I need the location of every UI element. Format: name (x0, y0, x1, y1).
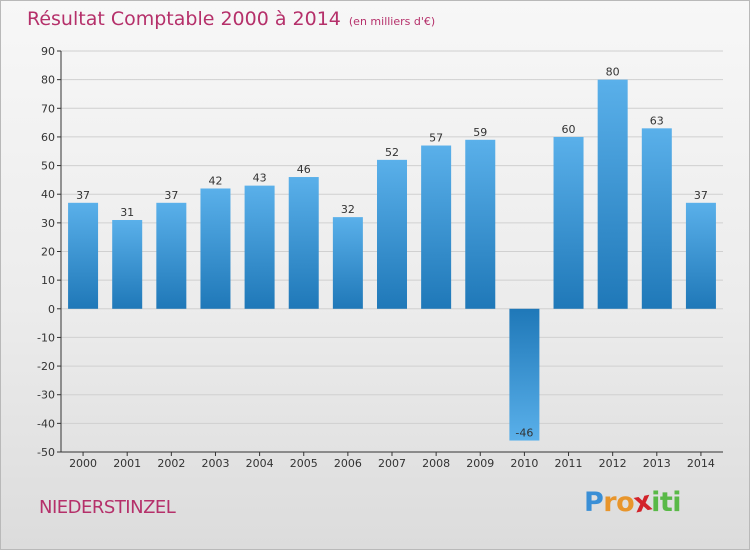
y-tick-label: -50 (37, 446, 55, 459)
bar-2011 (553, 136, 584, 309)
value-label-2010: -46 (515, 427, 533, 440)
bar-2012 (597, 79, 628, 309)
x-tick-label: 2011 (555, 457, 583, 470)
y-tick-label: -40 (37, 417, 55, 430)
y-tick-label: 0 (48, 303, 55, 316)
bar-2014 (685, 202, 716, 309)
bar-2002 (156, 202, 187, 309)
x-tick-label: 2001 (113, 457, 141, 470)
bar-2007 (377, 159, 407, 309)
y-tick-label: 10 (41, 274, 55, 287)
x-tick-label: 2002 (157, 457, 185, 470)
value-label-2009: 59 (473, 126, 487, 139)
y-tick-label: -10 (37, 331, 55, 344)
x-tick-label: 2005 (290, 457, 318, 470)
logo-letter: r (603, 487, 617, 518)
x-tick-label: 2006 (334, 457, 362, 470)
value-label-2012: 80 (606, 66, 620, 79)
value-label-2006: 32 (341, 203, 355, 216)
x-tick-label: 2014 (687, 457, 715, 470)
value-label-2014: 37 (694, 189, 708, 202)
proxiti-logo[interactable]: Proxiti (584, 486, 682, 520)
bar-2005 (288, 177, 319, 309)
bar-2004 (244, 185, 275, 309)
bar-2000 (68, 202, 99, 309)
bar-2001 (112, 219, 143, 309)
bar-2013 (641, 128, 672, 309)
x-tick-label: 2007 (378, 457, 406, 470)
y-tick-label: 90 (41, 45, 55, 58)
x-tick-label: 2010 (510, 457, 538, 470)
value-label-2000: 37 (76, 189, 90, 202)
bar-2010 (509, 308, 540, 441)
value-label-2007: 52 (385, 146, 399, 159)
chart-subtitle: (en milliers d'€) (348, 15, 436, 28)
x-tick-label: 2008 (422, 457, 450, 470)
y-tick-label: 30 (41, 217, 55, 230)
logo-letter: o (616, 487, 635, 518)
y-tick-label: -30 (37, 389, 55, 402)
x-tick-label: 2004 (246, 457, 274, 470)
logo-letter: i (651, 487, 660, 518)
value-label-2004: 43 (253, 172, 267, 185)
chart-title: Résultat Comptable 2000 à 2014 (en millie… (27, 8, 435, 30)
bars (68, 79, 716, 441)
bar-2008 (421, 145, 452, 309)
y-tick-label: 70 (41, 102, 55, 115)
bar-2006 (332, 217, 363, 309)
value-label-2005: 46 (297, 163, 311, 176)
value-label-2001: 31 (120, 206, 134, 219)
y-tick-label: 40 (41, 188, 55, 201)
bar-2003 (200, 188, 231, 309)
y-tick-label: -20 (37, 360, 55, 373)
y-tick-label: 80 (41, 74, 55, 87)
x-tick-label: 2013 (643, 457, 671, 470)
value-label-2011: 60 (562, 123, 576, 136)
x-tick-label: 2009 (466, 457, 494, 470)
value-label-2002: 37 (164, 189, 178, 202)
commune-name: NIEDERSTINZEL (39, 497, 176, 518)
bar-2009 (465, 139, 496, 309)
y-tick-label: 20 (41, 246, 55, 259)
logo-letter: P (584, 487, 604, 518)
value-label-2003: 42 (208, 174, 222, 187)
x-tick-label: 2003 (201, 457, 229, 470)
value-label-2013: 63 (650, 114, 664, 127)
title-text: Résultat Comptable 2000 à 2014 (27, 8, 341, 30)
logo-letter: i (672, 487, 682, 518)
x-tick-label: 2000 (69, 457, 97, 470)
y-tick-label: 60 (41, 131, 55, 144)
logo-letter: t (659, 487, 673, 518)
value-label-2008: 57 (429, 132, 443, 145)
y-tick-label: 50 (41, 160, 55, 173)
x-tick-label: 2012 (599, 457, 627, 470)
value-labels: 37 31 37 42 43 46 32 52 57 59 -46 60 80 63 37 (76, 66, 708, 440)
